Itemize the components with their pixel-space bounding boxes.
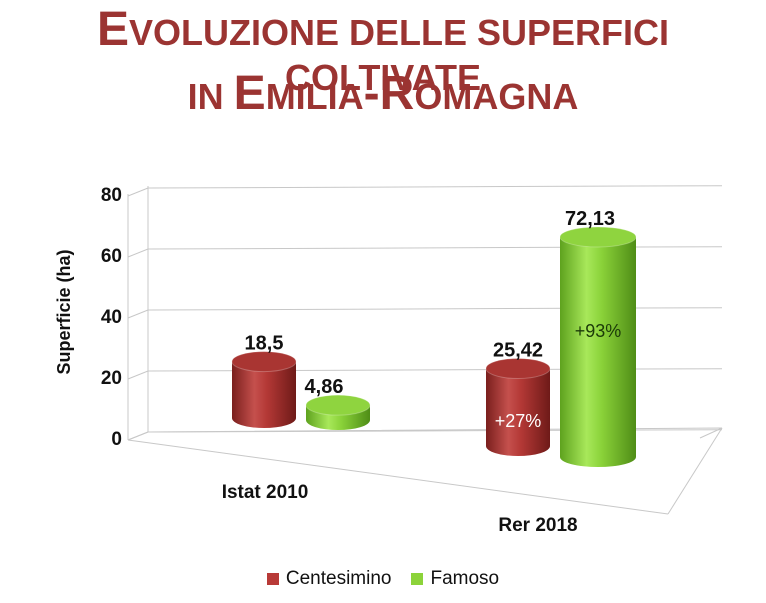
gridline-side (127, 370, 149, 380)
bar-top-famoso (305, 394, 371, 416)
y-tick-label: 60 (101, 246, 122, 267)
legend-swatch (266, 573, 279, 585)
y-tick-label: 80 (101, 185, 122, 206)
chart-title-line-1: EVOLUZIONE DELLE SUPERFICI COLTIVATE (0, 2, 766, 99)
bar-famoso (560, 237, 636, 467)
bar-top-centesimino (485, 357, 551, 379)
title-segment: E (96, 3, 129, 56)
title-segment: -R (363, 67, 415, 120)
category-label: Istat 2010 (222, 482, 309, 503)
data-label: 25,42 (493, 339, 543, 361)
bar-top-centesimino (231, 351, 297, 373)
y-axis-label: Superficie (ha) (54, 249, 74, 374)
bar-centesimino (486, 368, 550, 456)
gridline-side (127, 248, 149, 258)
title-segment: OMAGNA (414, 76, 579, 117)
chart-title-line-2: IN EMILIA-ROMAGNA (0, 66, 766, 121)
legend-label: Famoso (430, 568, 500, 589)
title-segment: MILIA (265, 76, 364, 117)
labels: 0 20 40 60 80 Superficie (ha) Istat 2010 18,5 4,… (54, 185, 621, 536)
data-label: 4,86 (305, 376, 344, 398)
floor-back (127, 427, 723, 441)
gridline-side (127, 187, 149, 197)
title-segment: E (233, 67, 266, 120)
legend-item: Centesimino (266, 568, 392, 590)
bar-top-famoso (559, 226, 637, 248)
legend-label: Centesimino (285, 568, 392, 589)
y-tick-label: 20 (101, 368, 122, 389)
legend: Centesimino Famoso (0, 568, 766, 590)
bars (231, 226, 637, 467)
annotation-label: +27% (495, 411, 542, 431)
title-segment: VOLUZIONE DELLE SUPERFICI COLTIVATE (128, 12, 670, 98)
y-tick-label: 40 (101, 307, 122, 328)
data-label: 72,13 (565, 208, 615, 230)
legend-item: Famoso (411, 568, 499, 590)
chart-plot: 0 20 40 60 80 Superficie (ha) Istat 2010 18,5 4,… (54, 185, 723, 536)
floor-right (667, 427, 723, 515)
legend-swatch (411, 573, 424, 585)
title-segment: IN (187, 76, 234, 117)
floor-front (127, 439, 669, 515)
gridline-side (127, 309, 149, 319)
category-label: Rer 2018 (498, 515, 577, 536)
bar-centesimino (232, 361, 296, 428)
y-tick-label: 0 (111, 429, 122, 450)
data-label: 18,5 (245, 333, 284, 355)
gridline (147, 185, 723, 189)
annotation-label: +93% (575, 321, 622, 341)
